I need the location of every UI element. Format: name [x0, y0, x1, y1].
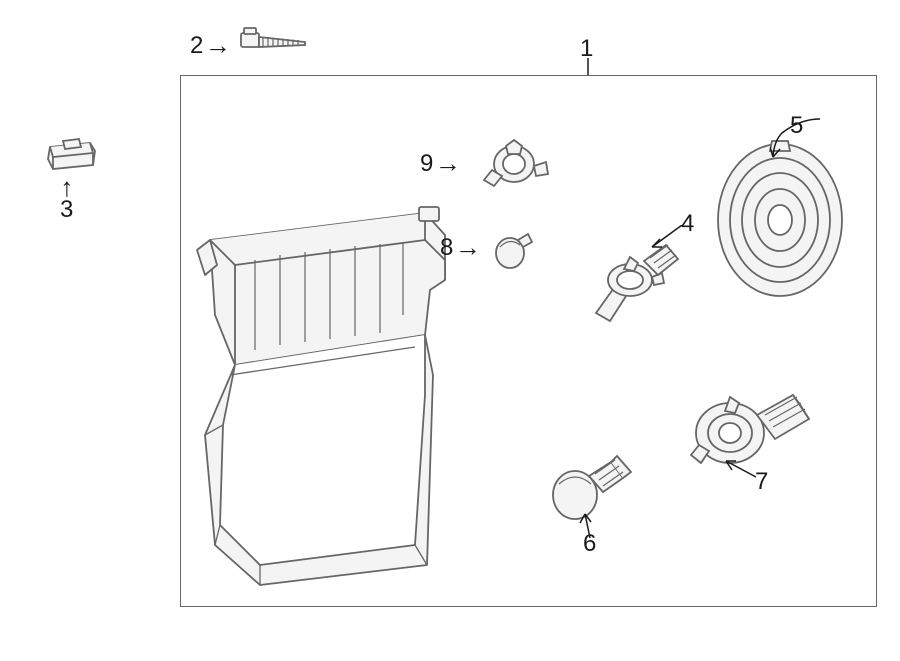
- arrow-right-icon: →: [435, 148, 461, 179]
- leader-4: [648, 225, 686, 255]
- part-headlamp-housing: [175, 195, 480, 595]
- callout-label: 9: [420, 150, 434, 178]
- callout-2: 2 →: [190, 30, 231, 61]
- callout-label: 2: [190, 32, 204, 60]
- callout-8: 8 →: [440, 232, 481, 263]
- leader-1: [580, 58, 600, 80]
- callout-label: 8: [440, 234, 454, 262]
- arrow-right-icon: →: [205, 30, 231, 61]
- callout-label: 3: [60, 196, 74, 224]
- callout-9: 9 →: [420, 148, 461, 179]
- leader-5: [770, 115, 825, 165]
- part-screw: [235, 25, 315, 70]
- part-socket-signal: [480, 130, 555, 195]
- arrow-up-icon: ↑: [60, 178, 73, 196]
- arrow-right-icon: →: [455, 232, 481, 263]
- leader-6: [575, 510, 600, 540]
- part-bulb-small: [490, 225, 540, 275]
- callout-3: ↑ 3: [60, 178, 74, 224]
- leader-7: [720, 455, 760, 485]
